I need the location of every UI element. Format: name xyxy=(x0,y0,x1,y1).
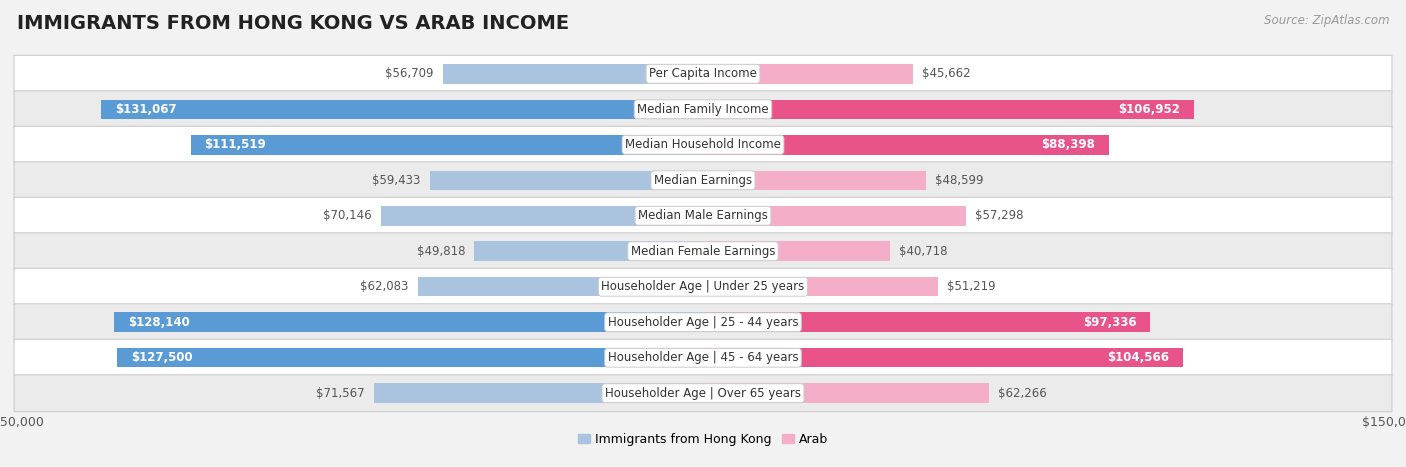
FancyBboxPatch shape xyxy=(14,339,1392,376)
Text: Median Female Earnings: Median Female Earnings xyxy=(631,245,775,258)
Text: $56,709: $56,709 xyxy=(385,67,433,80)
Text: Median Family Income: Median Family Income xyxy=(637,103,769,116)
Text: $40,718: $40,718 xyxy=(900,245,948,258)
FancyBboxPatch shape xyxy=(14,91,1392,128)
Bar xyxy=(114,312,703,332)
Bar xyxy=(443,64,703,84)
Text: Median Household Income: Median Household Income xyxy=(626,138,780,151)
Bar xyxy=(703,241,890,261)
FancyBboxPatch shape xyxy=(14,233,1392,270)
Bar xyxy=(381,206,703,226)
Text: $128,140: $128,140 xyxy=(128,316,190,329)
Bar xyxy=(703,206,966,226)
Text: $104,566: $104,566 xyxy=(1108,351,1170,364)
Bar xyxy=(418,277,703,297)
Bar xyxy=(703,64,912,84)
Bar xyxy=(703,348,1184,368)
Text: $97,336: $97,336 xyxy=(1083,316,1136,329)
Text: $59,433: $59,433 xyxy=(373,174,420,187)
Text: $51,219: $51,219 xyxy=(948,280,995,293)
Legend: Immigrants from Hong Kong, Arab: Immigrants from Hong Kong, Arab xyxy=(572,428,834,451)
Text: $62,083: $62,083 xyxy=(360,280,409,293)
Text: IMMIGRANTS FROM HONG KONG VS ARAB INCOME: IMMIGRANTS FROM HONG KONG VS ARAB INCOME xyxy=(17,14,569,33)
Bar xyxy=(703,135,1109,155)
Text: Median Earnings: Median Earnings xyxy=(654,174,752,187)
Text: $49,818: $49,818 xyxy=(416,245,465,258)
FancyBboxPatch shape xyxy=(14,197,1392,234)
Text: $111,519: $111,519 xyxy=(205,138,266,151)
FancyBboxPatch shape xyxy=(14,375,1392,412)
Bar xyxy=(430,170,703,190)
Bar xyxy=(703,99,1194,119)
Text: $45,662: $45,662 xyxy=(922,67,970,80)
Bar xyxy=(101,99,703,119)
Text: $88,398: $88,398 xyxy=(1042,138,1095,151)
Text: Median Male Earnings: Median Male Earnings xyxy=(638,209,768,222)
Text: $131,067: $131,067 xyxy=(115,103,176,116)
Bar xyxy=(703,383,988,403)
Text: $62,266: $62,266 xyxy=(998,387,1047,400)
Text: Householder Age | Over 65 years: Householder Age | Over 65 years xyxy=(605,387,801,400)
Bar xyxy=(703,170,927,190)
Text: Source: ZipAtlas.com: Source: ZipAtlas.com xyxy=(1264,14,1389,27)
FancyBboxPatch shape xyxy=(14,162,1392,199)
Text: Householder Age | 45 - 64 years: Householder Age | 45 - 64 years xyxy=(607,351,799,364)
Bar xyxy=(374,383,703,403)
FancyBboxPatch shape xyxy=(14,304,1392,341)
Text: $71,567: $71,567 xyxy=(316,387,366,400)
Bar xyxy=(703,277,938,297)
Text: $70,146: $70,146 xyxy=(323,209,371,222)
Text: $57,298: $57,298 xyxy=(976,209,1024,222)
Text: Householder Age | 25 - 44 years: Householder Age | 25 - 44 years xyxy=(607,316,799,329)
Text: Per Capita Income: Per Capita Income xyxy=(650,67,756,80)
Text: $48,599: $48,599 xyxy=(935,174,984,187)
Bar xyxy=(191,135,703,155)
Text: $127,500: $127,500 xyxy=(131,351,193,364)
Bar xyxy=(703,312,1150,332)
Text: $106,952: $106,952 xyxy=(1119,103,1181,116)
FancyBboxPatch shape xyxy=(14,55,1392,92)
Bar xyxy=(474,241,703,261)
Bar xyxy=(117,348,703,368)
FancyBboxPatch shape xyxy=(14,268,1392,305)
Text: Householder Age | Under 25 years: Householder Age | Under 25 years xyxy=(602,280,804,293)
FancyBboxPatch shape xyxy=(14,126,1392,163)
